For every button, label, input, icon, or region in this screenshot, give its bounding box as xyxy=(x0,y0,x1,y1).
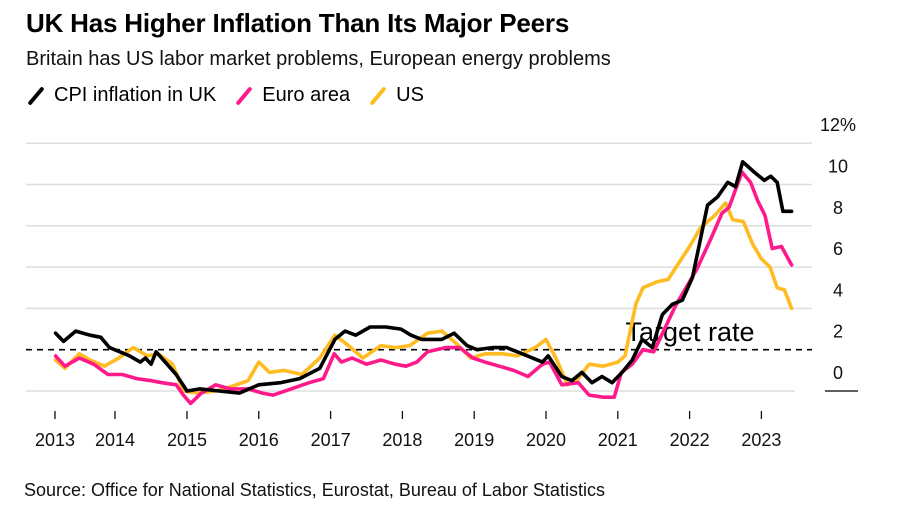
source-note: Source: Office for National Statistics, … xyxy=(24,480,605,500)
chart-subtitle: Britain has US labor market problems, Eu… xyxy=(26,48,611,70)
x-tick-label: 2017 xyxy=(311,430,351,450)
legend-item-euro: Euro area xyxy=(234,84,350,107)
x-tick-label: 2022 xyxy=(670,430,710,450)
series-lines xyxy=(53,160,794,406)
y-tick-label: 8 xyxy=(833,198,843,218)
legend-label-us: US xyxy=(396,84,424,106)
y-tick-label: 4 xyxy=(833,280,843,300)
x-tick-label: 2021 xyxy=(598,430,638,450)
y-tick-label: 12% xyxy=(820,115,856,135)
x-tick-label: 2019 xyxy=(454,430,494,450)
y-tick-label: 6 xyxy=(833,239,843,259)
gridlines xyxy=(26,142,812,392)
legend: CPI inflation in UK Euro area US xyxy=(26,84,442,107)
legend-label-uk: CPI inflation in UK xyxy=(54,84,217,106)
target-rate-annotation: Target rate xyxy=(26,317,812,351)
x-tick-label: 2015 xyxy=(167,430,207,450)
x-tick-label: 2023 xyxy=(741,430,781,450)
x-tick-label: 2016 xyxy=(239,430,279,450)
x-tick-label: 2014 xyxy=(95,430,135,450)
y-tick-label: 2 xyxy=(833,322,843,342)
x-tick-label: 2020 xyxy=(526,430,566,450)
series-line-euro-area xyxy=(53,170,794,406)
legend-label-euro: Euro area xyxy=(262,84,351,106)
legend-item-uk: CPI inflation in UK xyxy=(26,84,216,107)
series-line-cpi-inflation-in-uk xyxy=(53,160,794,395)
x-tick-label: 2013 xyxy=(35,430,75,450)
x-tick-label: 2018 xyxy=(382,430,422,450)
y-axis: 12% 10 8 6 4 2 0 xyxy=(820,115,858,392)
chart-title: UK Has Higher Inflation Than Its Major P… xyxy=(26,8,570,38)
y-tick-label: 10 xyxy=(828,157,848,177)
x-axis: 2013 2014 2015 2016 2017 2018 2019 2020 2021 2022… xyxy=(35,411,781,450)
legend-item-us: US xyxy=(368,84,424,107)
y-tick-label: 0 xyxy=(833,363,843,383)
